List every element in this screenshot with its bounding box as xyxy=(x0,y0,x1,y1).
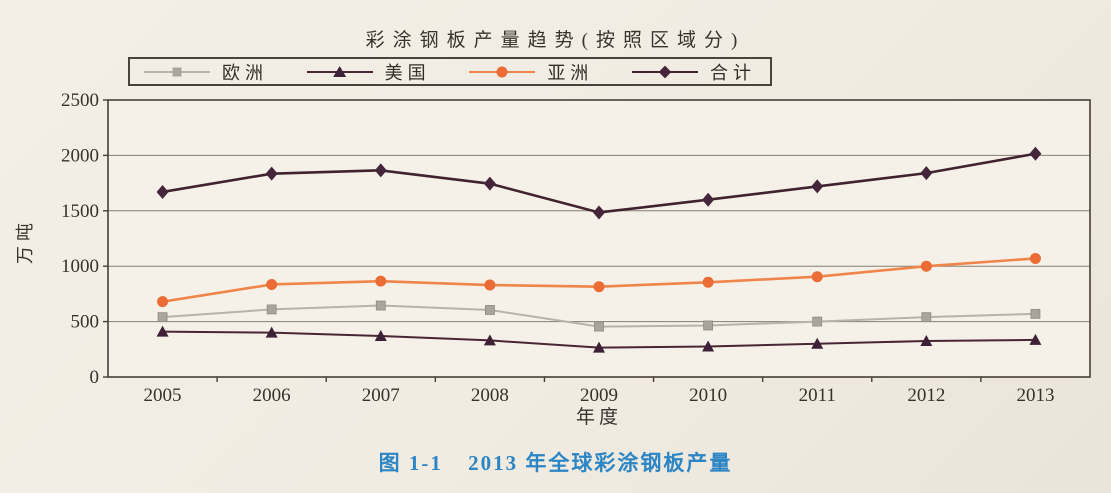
legend-label-total: 合计 xyxy=(709,62,756,83)
legend-item-total: 合计 xyxy=(631,59,756,85)
data-point-usa-2011 xyxy=(811,337,824,349)
data-point-asia-2009 xyxy=(593,281,605,293)
x-tick-label-2008: 2008 xyxy=(471,385,509,406)
plot-border xyxy=(107,99,1091,378)
data-point-europe-2005 xyxy=(157,312,168,323)
data-point-asia-2012 xyxy=(920,260,932,272)
data-point-total-2005 xyxy=(156,184,169,199)
data-point-asia-2011 xyxy=(811,271,823,283)
data-point-total-2007 xyxy=(374,163,387,178)
y-tick-label-2000: 2000 xyxy=(61,145,99,166)
chart-title: 彩涂钢板产量趋势(按照区域分) xyxy=(365,30,746,51)
x-tick-label-2006: 2006 xyxy=(253,385,291,406)
legend-label-europe: 欧洲 xyxy=(222,62,268,83)
plot-area xyxy=(108,100,1090,377)
data-point-europe-2006 xyxy=(266,304,277,315)
data-point-total-2008 xyxy=(483,176,496,191)
data-point-total-2012 xyxy=(920,166,933,181)
data-point-usa-2013 xyxy=(1029,333,1042,345)
x-tick-label-2005: 2005 xyxy=(144,385,182,406)
data-point-asia-2007 xyxy=(375,275,387,287)
data-point-usa-2009 xyxy=(593,341,605,353)
data-point-usa-2008 xyxy=(483,334,496,346)
data-point-usa-2012 xyxy=(920,334,933,346)
circle-marker-icon xyxy=(469,65,536,79)
diamond-marker-icon xyxy=(631,65,698,79)
legend-item-asia: 亚洲 xyxy=(469,59,593,85)
data-point-asia-2013 xyxy=(1029,252,1041,264)
legend-item-europe: 欧洲 xyxy=(144,59,268,85)
data-point-asia-2010 xyxy=(702,276,714,288)
y-tick-label-0: 0 xyxy=(90,367,100,388)
data-point-usa-2005 xyxy=(156,325,169,337)
legend-mark-usa xyxy=(333,66,347,77)
legend-mark-asia xyxy=(496,66,508,77)
data-point-europe-2007 xyxy=(375,300,386,311)
x-tick-label-2009: 2009 xyxy=(580,385,618,406)
y-tick-label-500: 500 xyxy=(71,312,100,333)
x-axis-title: 年度 xyxy=(575,407,622,428)
y-tick-label-1000: 1000 xyxy=(61,256,99,277)
data-point-asia-2006 xyxy=(266,278,278,290)
legend-label-asia: 亚洲 xyxy=(547,62,594,83)
caption-title: 2013 年全球彩涂钢板产量 xyxy=(468,451,733,475)
legend-label-usa: 美国 xyxy=(384,62,431,83)
legend: 欧洲 美国 亚洲 合计 xyxy=(128,57,772,86)
data-point-europe-2012 xyxy=(921,312,932,323)
legend-mark-europe xyxy=(172,67,182,76)
data-point-usa-2010 xyxy=(702,340,715,352)
y-tick-label-2500: 2500 xyxy=(61,90,99,111)
data-point-europe-2009 xyxy=(594,321,604,332)
y-tick-label-1500: 1500 xyxy=(61,201,99,222)
x-tick-label-2012: 2012 xyxy=(907,385,945,406)
triangle-marker-icon xyxy=(306,65,373,79)
data-point-europe-2011 xyxy=(812,316,823,327)
square-marker-icon xyxy=(144,65,210,79)
data-point-asia-2008 xyxy=(484,279,496,291)
data-point-total-2009 xyxy=(593,205,605,220)
legend-mark-total xyxy=(658,65,672,78)
x-tick-label-2007: 2007 xyxy=(362,385,400,406)
x-tick-label-2013: 2013 xyxy=(1016,385,1054,406)
y-axis-title: 万吨 xyxy=(15,218,35,264)
x-tick-label-2010: 2010 xyxy=(689,385,727,406)
data-point-total-2013 xyxy=(1029,146,1042,161)
data-point-total-2006 xyxy=(265,166,278,181)
data-point-europe-2008 xyxy=(484,305,495,315)
x-tick-label-2011: 2011 xyxy=(799,385,836,406)
data-point-total-2010 xyxy=(702,192,715,207)
data-point-usa-2006 xyxy=(265,326,278,338)
data-point-total-2011 xyxy=(811,179,824,194)
figure-caption: 图 1-1 2013 年全球彩涂钢板产量 xyxy=(0,447,1111,477)
legend-item-usa: 美国 xyxy=(306,59,431,85)
data-point-asia-2005 xyxy=(157,296,169,308)
data-point-europe-2013 xyxy=(1030,308,1041,319)
data-point-europe-2010 xyxy=(703,320,714,331)
data-point-usa-2007 xyxy=(374,330,387,342)
caption-figure-label: 图 1-1 xyxy=(378,451,443,475)
